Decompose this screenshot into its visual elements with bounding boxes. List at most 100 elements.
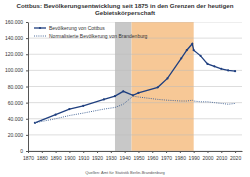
data-point <box>103 98 105 100</box>
x-tick: 1970 <box>161 151 172 161</box>
y-tick: 40.000 <box>8 116 28 122</box>
x-tick-mark <box>69 151 70 153</box>
x-tick-mark <box>235 151 236 153</box>
y-axis-line <box>28 23 29 152</box>
x-tick-label: 2020 <box>230 155 241 161</box>
x-tick-label: 1980 <box>175 155 186 161</box>
grid-line <box>28 54 242 55</box>
x-tick-label: 1890 <box>51 155 62 161</box>
y-tick: 160.000 <box>5 19 28 25</box>
x-tick-mark <box>152 151 153 153</box>
legend-swatch <box>34 27 46 28</box>
data-point <box>180 57 182 59</box>
x-axis: 1870188018901900191019201930194019501960… <box>23 151 243 161</box>
x-tick-mark <box>207 151 208 153</box>
y-tick: 140.000 <box>5 35 28 41</box>
legend-label: Normalisierte Bevölkerung von Brandenbur… <box>49 33 148 39</box>
plot: 1870188018901900191019201930194019501960… <box>5 19 243 160</box>
y-tick-mark <box>26 103 28 104</box>
y-tick-label: 160.000 <box>5 19 23 25</box>
y-tick-label: 60.000 <box>8 100 24 106</box>
x-tick-label: 1950 <box>133 155 144 161</box>
x-tick: 1990 <box>189 151 200 161</box>
x-tick: 1910 <box>78 151 89 161</box>
x-tick-mark <box>42 151 43 153</box>
x-tick: 2000 <box>202 151 213 161</box>
y-tick-mark <box>26 38 28 39</box>
x-tick-label: 1990 <box>189 155 200 161</box>
data-point <box>114 95 116 97</box>
grid-line <box>28 22 242 23</box>
data-point <box>186 49 188 51</box>
x-tick-label: 2000 <box>202 155 213 161</box>
data-point <box>82 105 84 107</box>
x-tick-mark <box>97 151 98 153</box>
y-tick-mark <box>26 119 28 120</box>
x-tick-label: 1960 <box>147 155 158 161</box>
x-tick-mark <box>111 151 112 153</box>
x-tick-label: 1920 <box>92 155 103 161</box>
x-tick-label: 1880 <box>37 155 48 161</box>
y-tick-label: 40.000 <box>8 116 24 122</box>
x-tick-mark <box>56 151 57 153</box>
grid-line <box>28 86 242 87</box>
x-tick-label: 1910 <box>78 155 89 161</box>
y-tick: 60.000 <box>8 100 28 106</box>
grid-line <box>28 70 242 71</box>
x-tick-mark <box>83 151 84 153</box>
x-tick: 1870 <box>23 151 34 161</box>
y-tick: 120.000 <box>5 51 28 57</box>
x-tick: 2010 <box>216 151 227 161</box>
data-point <box>213 65 215 67</box>
y-tick-label: 80.000 <box>8 84 24 90</box>
x-axis-line <box>29 151 243 152</box>
x-tick-label: 1900 <box>64 155 75 161</box>
data-point <box>68 108 70 110</box>
y-tick-label: 20.000 <box>8 132 24 138</box>
y-tick-mark <box>26 22 28 23</box>
grid-line <box>28 151 242 152</box>
y-tick: 80.000 <box>8 84 28 90</box>
x-tick: 1930 <box>106 151 117 161</box>
x-tick: 1890 <box>51 151 62 161</box>
y-tick-mark <box>26 70 28 71</box>
data-point <box>199 55 201 57</box>
data-point <box>193 49 195 51</box>
legend-label: Bevölkerung von Cottbus <box>49 25 105 31</box>
x-tick: 1940 <box>120 151 131 161</box>
x-tick-label: 1970 <box>161 155 172 161</box>
data-point <box>206 63 208 65</box>
y-axis: 020.00040.00060.00080.000100.000120.0001… <box>5 19 29 154</box>
chart: Cottbus: Bevölkerungsentwicklung seit 18… <box>0 0 250 177</box>
x-tick: 1960 <box>147 151 158 161</box>
source-note: Quellen: Amt für Statistik Berlin-Brande… <box>85 170 165 175</box>
x-tick-label: 1870 <box>23 155 34 161</box>
series-line <box>35 96 235 123</box>
y-tick-mark <box>26 135 28 136</box>
x-tick-label: 1940 <box>120 155 131 161</box>
x-tick-mark <box>138 151 139 153</box>
y-tick-label: 140.000 <box>5 35 23 41</box>
y-tick-mark <box>26 151 28 152</box>
grid-line <box>28 134 242 135</box>
y-tick: 20.000 <box>8 132 28 138</box>
x-tick-mark <box>125 151 126 153</box>
data-point <box>234 70 236 72</box>
x-tick: 1950 <box>133 151 144 161</box>
x-tick-mark <box>221 151 222 153</box>
y-tick-label: 0 <box>20 148 23 154</box>
data-point <box>137 92 139 94</box>
data-point <box>220 68 222 70</box>
x-tick: 1900 <box>64 151 75 161</box>
data-point <box>191 43 193 45</box>
plot-area <box>28 22 242 151</box>
x-tick-mark <box>194 151 195 153</box>
y-tick-label: 120.000 <box>5 51 23 57</box>
x-tick: 1920 <box>92 151 103 161</box>
x-tick: 2020 <box>230 151 241 161</box>
x-tick-mark <box>166 151 167 153</box>
data-point <box>122 90 124 92</box>
x-tick-label: 1930 <box>106 155 117 161</box>
x-tick: 1880 <box>37 151 48 161</box>
y-tick: 0 <box>20 148 28 154</box>
